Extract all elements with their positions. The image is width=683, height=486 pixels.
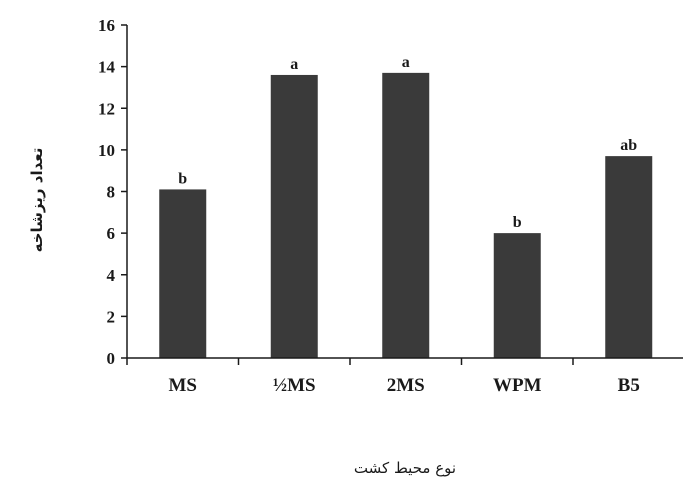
bars-group [159,72,653,359]
bar-4 [605,156,653,358]
y-tick-label: 4 [107,266,116,285]
y-tick-label: 16 [98,16,115,35]
bar-3 [493,233,541,358]
x-axis-tick-labels: MS ½MS 2MS WPM B5 [126,358,640,396]
y-tick-label: 10 [98,141,115,160]
y-axis-ticks: 0 2 4 6 8 10 12 14 16 [98,16,127,368]
bar-2 [382,72,430,359]
y-tick-label: 12 [98,99,115,118]
y-tick-label: 6 [107,224,116,243]
y-tick-label: 0 [107,349,116,368]
y-tick-label: 2 [107,307,116,326]
x-tick-label: ½MS [273,375,316,396]
x-tick-label: B5 [618,375,640,396]
y-tick-label: 14 [98,58,116,77]
significance-label: a [402,54,410,71]
x-tick-label: 2MS [387,375,425,396]
significance-label: b [513,214,522,231]
significance-label: a [290,56,298,73]
bar-0 [159,189,207,358]
significance-label: b [178,170,187,187]
x-tick-label: MS [169,375,198,396]
x-axis-title: نوع محیط کشت [354,459,456,477]
significance-label: ab [620,137,637,154]
y-axis-title: تعداد ریزشاخه [28,148,46,253]
x-tick-label: WPM [493,375,542,396]
y-tick-label: 8 [107,183,116,202]
bar-1 [270,74,318,358]
